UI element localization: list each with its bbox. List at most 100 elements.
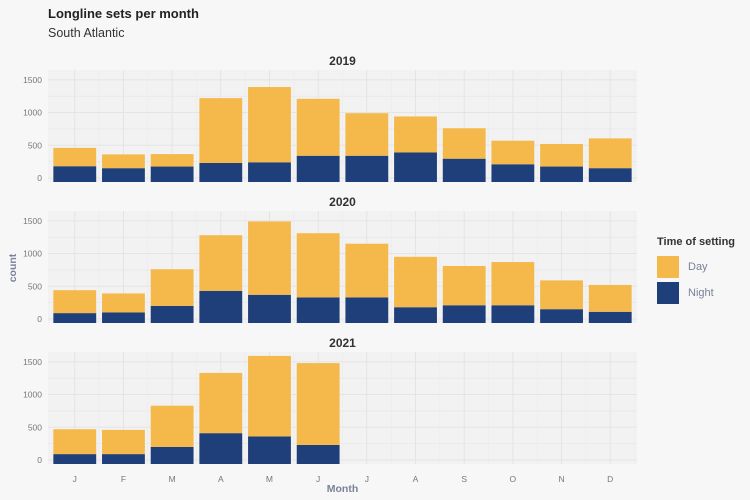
legend-title: Time of setting (657, 236, 736, 248)
bar-day (296, 98, 340, 156)
y-tick-label: 0 (37, 314, 42, 324)
bar-day (540, 280, 583, 310)
bar-night (248, 294, 291, 323)
x-tick-label: S (461, 474, 467, 484)
bar-day (588, 138, 632, 169)
bar-day (199, 372, 243, 434)
y-tick-label: 500 (28, 140, 42, 150)
y-tick-label: 1500 (23, 357, 42, 367)
bar-night (345, 297, 389, 323)
bar-night (102, 312, 145, 323)
bar-day (588, 284, 632, 312)
bar-night (150, 305, 194, 323)
y-tick-label: 1000 (23, 249, 42, 259)
bar-day (150, 405, 194, 447)
y-tick-label: 1000 (23, 390, 42, 400)
bar-day (248, 87, 291, 163)
bar-night (296, 155, 340, 182)
bar-night (491, 305, 535, 323)
x-tick-label: J (73, 474, 77, 484)
bar-night (53, 313, 97, 323)
bar-day (442, 128, 486, 159)
y-tick-label: 500 (28, 422, 42, 432)
bar-day (491, 262, 535, 306)
bar-day (540, 143, 583, 167)
bar-night (394, 307, 437, 323)
y-tick-label: 500 (28, 281, 42, 291)
bar-day (248, 355, 291, 437)
x-tick-label: M (266, 474, 273, 484)
y-tick-label: 1500 (23, 75, 42, 85)
bar-day (102, 154, 145, 169)
bar-night (442, 158, 486, 182)
panel-2019: 2019 0 500 1000 1500 (23, 54, 637, 183)
bar-night (296, 297, 340, 323)
y-axis-title: count (7, 253, 19, 282)
bar-day (296, 363, 340, 445)
bar-night (150, 446, 194, 464)
bar-day (199, 235, 243, 291)
legend-swatch-night (657, 281, 679, 304)
bar-night (394, 152, 437, 182)
legend-item-night: Night (657, 280, 735, 305)
bar-night (345, 155, 389, 182)
bar-night (248, 436, 291, 464)
chart-title: Longline sets per month (48, 6, 199, 21)
bar-night (588, 168, 632, 182)
x-tick-label: M (169, 474, 176, 484)
bar-day (491, 140, 535, 165)
bar-night (53, 454, 97, 464)
bar-day (53, 147, 97, 167)
bar-night (53, 166, 97, 182)
bar-day (296, 233, 340, 298)
bar-night (296, 444, 340, 464)
bar-day (53, 290, 97, 314)
legend: Time of setting Day Night (657, 236, 735, 306)
bar-night (199, 290, 243, 323)
bar-day (150, 269, 194, 306)
legend-label-night: Night (688, 286, 714, 299)
y-tick-label: 0 (37, 173, 42, 183)
bar-night (150, 166, 194, 182)
x-tick-label: J (365, 474, 369, 484)
x-tick-label: O (510, 474, 517, 484)
bar-day (199, 98, 243, 163)
chart-subtitle: South Atlantic (48, 26, 125, 40)
bar-day (394, 256, 437, 308)
x-tick-label: J (316, 474, 320, 484)
panel-2021: 2021 0 500 1000 1500 (23, 336, 637, 465)
bar-night (491, 164, 535, 182)
panel-title: 2021 (329, 336, 356, 350)
bar-night (199, 433, 243, 464)
legend-item-day: Day (657, 254, 735, 279)
bar-night (248, 162, 291, 182)
bar-day (150, 154, 194, 167)
x-tick-label: A (218, 474, 224, 484)
panel-title: 2020 (329, 195, 356, 209)
bar-day (248, 221, 291, 295)
bar-night (540, 166, 583, 182)
legend-label-day: Day (688, 260, 708, 273)
x-tick-label: N (558, 474, 564, 484)
bar-day (345, 113, 389, 156)
x-axis-title: Month (327, 483, 359, 495)
bar-day (345, 243, 389, 298)
y-tick-label: 1000 (23, 108, 42, 118)
y-tick-label: 1500 (23, 216, 42, 226)
bar-night (588, 311, 632, 323)
panel-title: 2019 (329, 54, 356, 68)
bar-day (53, 429, 97, 455)
x-tick-label: F (121, 474, 126, 484)
bar-night (102, 168, 145, 182)
y-tick-label: 0 (37, 455, 42, 465)
bar-night (442, 305, 486, 323)
legend-swatch-day (657, 255, 679, 278)
bar-day (102, 293, 145, 313)
x-tick-label: A (413, 474, 419, 484)
bar-night (199, 162, 243, 182)
bar-night (102, 454, 145, 464)
bar-day (102, 429, 145, 455)
x-tick-label: D (607, 474, 613, 484)
bar-night (540, 309, 583, 323)
bar-day (442, 265, 486, 306)
